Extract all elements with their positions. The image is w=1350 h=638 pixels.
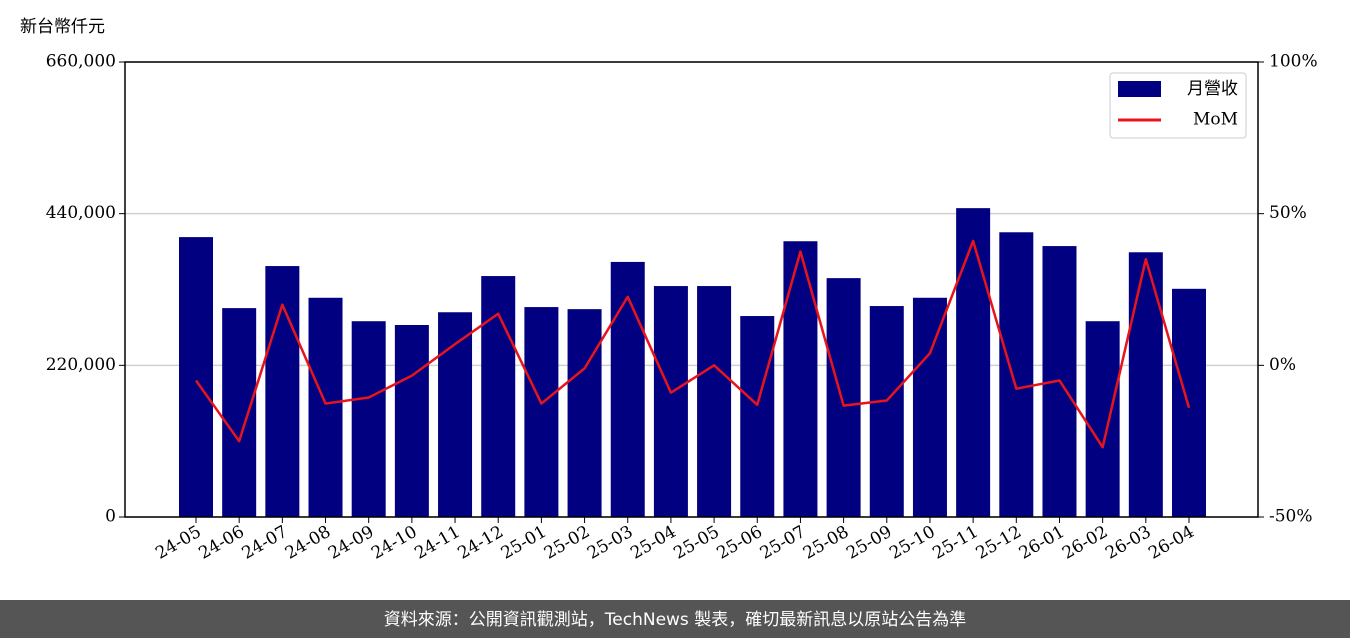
y2-tick-label: 0% <box>1269 355 1296 375</box>
legend-label: MoM <box>1193 110 1238 130</box>
y2-tick-label: 50% <box>1269 203 1307 223</box>
y-tick-label: 660,000 <box>46 52 116 72</box>
bar <box>1172 288 1206 517</box>
bar <box>826 278 861 517</box>
bar <box>179 237 213 517</box>
bar <box>524 307 559 517</box>
bar <box>610 261 645 517</box>
bar <box>394 325 429 517</box>
bar <box>1128 252 1163 518</box>
bar <box>308 297 343 517</box>
bar <box>1085 321 1120 517</box>
y2-tick-label: 100% <box>1269 52 1318 72</box>
y-axis-label: 新台幣仟元 <box>20 17 105 37</box>
bar <box>740 316 775 517</box>
legend-swatch <box>1118 81 1161 97</box>
footer-text: 資料來源：公開資訊觀測站，TechNews 製表，確切最新訊息以原站公告為準 <box>384 610 966 630</box>
bar <box>869 306 904 517</box>
footer-bar <box>0 600 1350 638</box>
bar <box>351 321 386 517</box>
bar <box>222 308 257 517</box>
bar <box>999 232 1034 517</box>
bar <box>783 241 818 517</box>
legend-label: 月營收 <box>1187 79 1238 99</box>
bar <box>697 286 732 517</box>
bar <box>956 208 991 517</box>
y2-tick-label: -50% <box>1269 507 1313 527</box>
bar <box>653 286 688 517</box>
bar <box>481 276 516 517</box>
y-tick-label: 220,000 <box>46 355 116 375</box>
bar <box>438 312 473 517</box>
plot-frame <box>124 61 1259 518</box>
line <box>194 239 1191 449</box>
y-tick-label: 0 <box>105 507 116 527</box>
bar <box>912 297 947 517</box>
bar <box>567 309 602 517</box>
y-tick-label: 440,000 <box>46 203 116 223</box>
